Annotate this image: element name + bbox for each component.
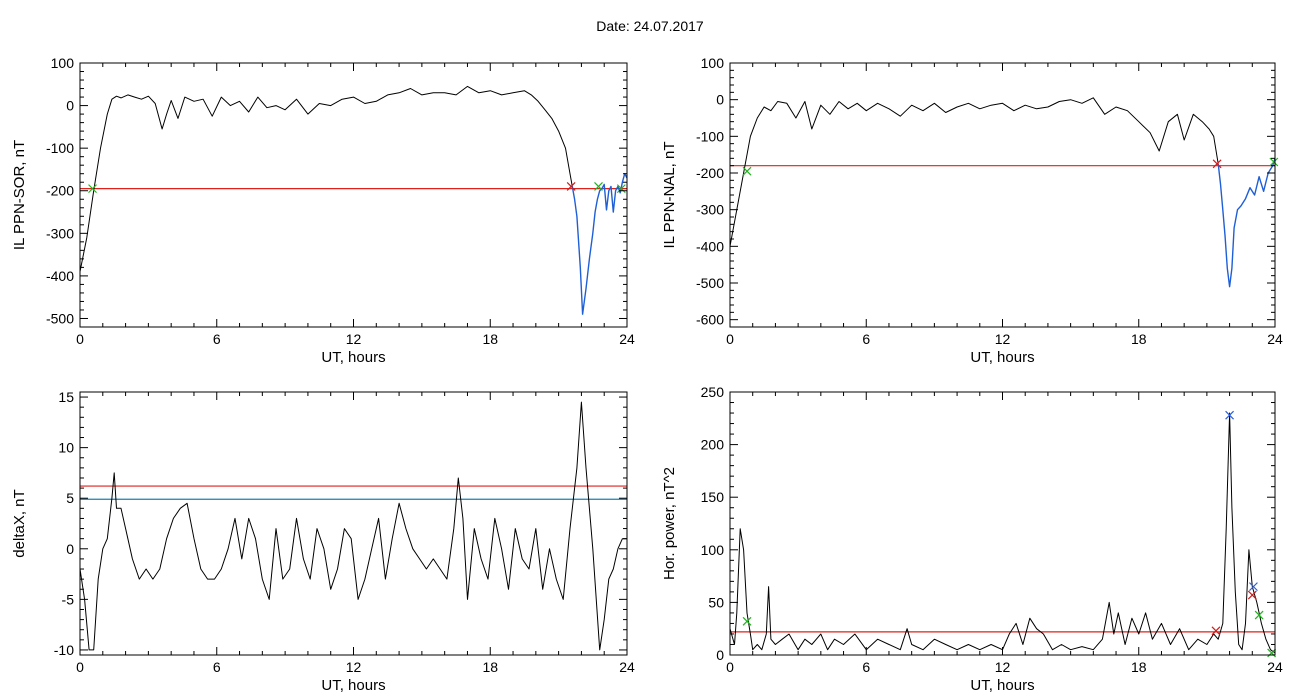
x-tick-label: 24 <box>619 331 635 347</box>
event-marker-2 <box>1269 157 1279 167</box>
x-tick-label: 18 <box>1131 659 1147 675</box>
x-tick-label: 18 <box>482 659 498 675</box>
y-tick-label: 100 <box>51 55 75 71</box>
y-tick-label: -400 <box>696 238 724 254</box>
y-axis-label: IL PPN-SOR, nT <box>11 140 28 250</box>
event-marker-6 <box>1267 648 1277 658</box>
event-marker-1 <box>566 182 576 191</box>
y-tick-label: 200 <box>701 437 725 453</box>
event-marker-1 <box>1211 626 1221 636</box>
event-marker-3 <box>616 184 626 194</box>
x-axis-label: UT, hours <box>970 349 1034 366</box>
x-tick-label: 0 <box>76 659 84 675</box>
y-tick-label: 0 <box>66 541 74 557</box>
series-line-main <box>80 401 627 651</box>
y-tick-label: 15 <box>58 389 74 405</box>
page-title: Date: 24.07.2017 <box>596 18 704 34</box>
x-tick-label: 24 <box>619 659 635 675</box>
event-marker-0 <box>742 616 752 626</box>
chart-deltax: 0 6 12 18 24 15 10 5 0 -5 -10 UT, hours deltaX, nT <box>11 389 635 694</box>
y-tick-label: 0 <box>716 92 724 108</box>
series-line-substorm <box>571 172 627 315</box>
event-marker-1 <box>1212 159 1222 169</box>
y-tick-label: -600 <box>696 312 724 328</box>
plot-frame <box>79 391 628 656</box>
x-tick-label: 18 <box>1131 331 1147 347</box>
x-tick-label: 12 <box>346 331 362 347</box>
plot-frame <box>729 391 1276 656</box>
x-tick-label: 6 <box>213 331 221 347</box>
y-tick-label: -100 <box>46 140 74 156</box>
x-axis-label: UT, hours <box>321 349 385 366</box>
plot-frame <box>79 62 628 328</box>
y-axis-label: deltaX, nT <box>11 489 28 557</box>
x-tick-label: 6 <box>213 659 221 675</box>
y-axis-label: IL PPN-NAL, nT <box>661 142 678 249</box>
event-marker-3 <box>1249 582 1258 592</box>
plot-frame <box>729 62 1276 328</box>
y-tick-label: -10 <box>54 642 74 658</box>
x-tick-label: 0 <box>76 331 84 347</box>
y-tick-label: -300 <box>46 225 74 241</box>
x-tick-label: 24 <box>1267 659 1283 675</box>
event-marker-0 <box>742 166 752 176</box>
chart-hor-power: 0 6 12 18 24 250 200 150 100 50 0 UT, hours Hor. pow… <box>661 384 1283 694</box>
y-tick-label: 50 <box>708 594 724 610</box>
event-marker-2 <box>594 182 603 191</box>
x-tick-label: 12 <box>995 659 1011 675</box>
y-tick-label: 0 <box>66 98 74 114</box>
x-tick-label: 6 <box>862 659 870 675</box>
y-tick-label: -300 <box>696 202 724 218</box>
x-axis-label: UT, hours <box>970 677 1034 694</box>
x-tick-label: 12 <box>346 659 362 675</box>
y-tick-label: 0 <box>716 647 724 663</box>
x-tick-label: 24 <box>1267 331 1283 347</box>
series-line-main <box>730 412 1275 654</box>
y-tick-label: -400 <box>46 268 74 284</box>
chart-il-ppn-nal: 0 6 12 18 24 100 0 -100 -200 -300 -400 -500 -600 UT, … <box>661 55 1283 366</box>
x-tick-label: 0 <box>726 331 734 347</box>
y-tick-label: 100 <box>701 55 725 71</box>
x-tick-label: 6 <box>862 331 870 347</box>
y-tick-label: 10 <box>58 440 74 456</box>
x-tick-label: 12 <box>995 331 1011 347</box>
series-line-main <box>730 97 1219 247</box>
y-tick-label: 5 <box>66 490 74 506</box>
y-tick-label: -200 <box>46 183 74 199</box>
event-marker-4 <box>1247 590 1257 600</box>
y-axis-label: Hor. power, nT^2 <box>661 467 678 580</box>
x-tick-label: 18 <box>482 331 498 347</box>
y-tick-label: -500 <box>46 310 74 326</box>
y-tick-label: 150 <box>701 489 725 505</box>
y-tick-label: -500 <box>696 275 724 291</box>
series-line-main <box>80 85 573 272</box>
y-tick-label: 100 <box>701 542 725 558</box>
y-tick-label: -200 <box>696 165 724 181</box>
y-tick-label: -100 <box>696 128 724 144</box>
x-axis-label: UT, hours <box>321 677 385 694</box>
event-marker-5 <box>1254 610 1264 620</box>
y-tick-label: -5 <box>62 591 75 607</box>
y-tick-label: 250 <box>701 384 725 400</box>
event-marker-0 <box>88 184 97 194</box>
event-marker-2 <box>1225 410 1235 420</box>
x-tick-label: 0 <box>726 659 734 675</box>
series-line-substorm <box>1217 158 1275 288</box>
chart-il-ppn-sor: 0 6 12 18 24 100 0 -100 -200 -300 -400 -500 UT, hour… <box>11 55 635 366</box>
